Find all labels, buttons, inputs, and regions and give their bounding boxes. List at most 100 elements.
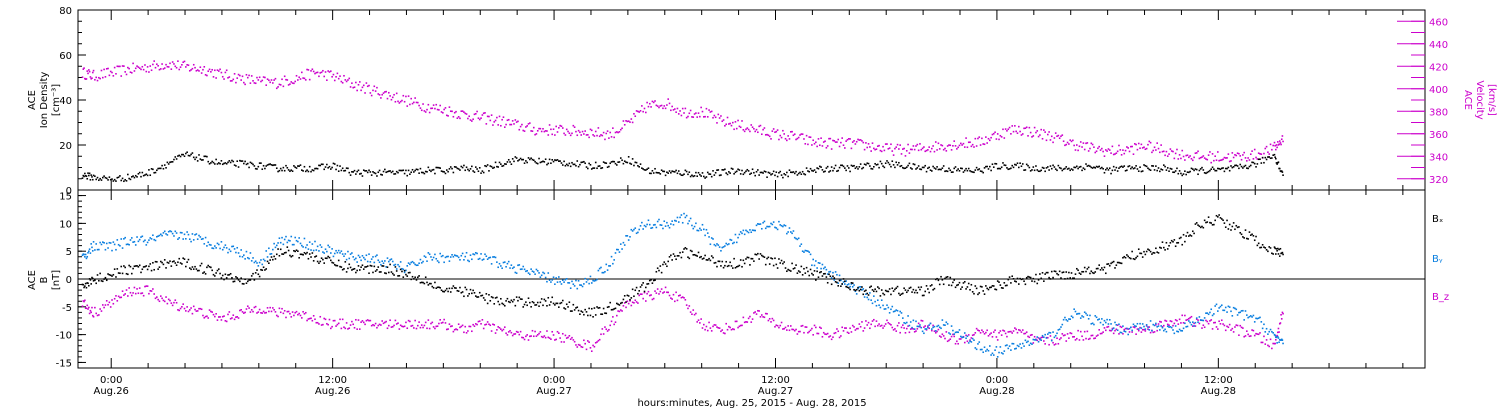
- density-point: [211, 160, 213, 163]
- bx-point: [592, 316, 594, 318]
- bx-point: [361, 264, 364, 267]
- bx-point: [448, 287, 451, 290]
- by-point: [700, 229, 702, 231]
- density-point: [1177, 172, 1180, 175]
- bz-point: [182, 303, 184, 305]
- bx-point: [1174, 245, 1177, 248]
- density-point: [817, 167, 820, 170]
- by-point: [244, 258, 246, 260]
- by-point: [1218, 307, 1220, 309]
- bz-point: [1077, 329, 1079, 332]
- density-point: [347, 167, 349, 170]
- density-point: [401, 169, 403, 172]
- bz-point: [287, 310, 290, 313]
- density-point: [124, 178, 126, 181]
- density-point: [293, 165, 295, 167]
- by-point: [382, 262, 385, 265]
- by-point: [1097, 318, 1099, 321]
- bz-point: [169, 299, 171, 302]
- by-point: [966, 335, 969, 338]
- density-point: [1268, 156, 1271, 158]
- density-point: [1173, 171, 1176, 174]
- velocity-point: [223, 78, 225, 80]
- velocity-point: [1061, 134, 1064, 136]
- velocity-point: [561, 127, 564, 129]
- velocity-point: [804, 142, 807, 145]
- density-point: [1101, 166, 1103, 169]
- velocity-point: [1064, 144, 1066, 147]
- density-point: [668, 170, 671, 172]
- by-point: [411, 260, 414, 263]
- velocity-point: [513, 123, 515, 125]
- density-point: [95, 178, 97, 181]
- density-point: [232, 160, 235, 163]
- by-point: [1094, 315, 1097, 317]
- by-point: [962, 336, 965, 338]
- by-point: [778, 220, 780, 223]
- bz-point: [152, 288, 154, 290]
- velocity-point: [471, 120, 473, 122]
- bx-point: [318, 262, 320, 265]
- bx-point: [671, 259, 673, 261]
- bz-point: [295, 310, 298, 313]
- bz-point: [613, 323, 615, 326]
- bx-point: [88, 278, 91, 280]
- bx-point: [210, 266, 212, 269]
- bx-point: [1024, 283, 1027, 286]
- by-point: [187, 233, 190, 236]
- bx-point: [327, 255, 329, 258]
- density-point: [140, 175, 142, 178]
- density-point: [517, 159, 519, 162]
- by-point: [987, 349, 990, 352]
- bz-point: [992, 331, 995, 333]
- bz-point: [282, 312, 285, 315]
- bz-point: [461, 324, 464, 327]
- density-point: [616, 164, 618, 166]
- density-point: [1091, 167, 1094, 169]
- bx-point: [476, 296, 478, 298]
- bx-point: [382, 265, 385, 267]
- bx-point: [871, 289, 874, 291]
- by-point: [440, 255, 443, 258]
- velocity-point: [837, 138, 840, 141]
- velocity-point: [725, 123, 728, 126]
- density-point: [938, 168, 941, 171]
- density-point: [254, 167, 257, 170]
- bz-point: [308, 317, 311, 320]
- velocity-point: [1181, 149, 1184, 152]
- density-point: [1145, 165, 1148, 168]
- by-point: [1123, 330, 1126, 332]
- bz-point: [634, 299, 637, 302]
- bx-point: [588, 307, 590, 310]
- by-point: [488, 257, 490, 259]
- bz-point: [1058, 338, 1061, 341]
- density-point: [907, 164, 909, 167]
- by-point: [833, 279, 836, 281]
- by-point: [121, 247, 124, 249]
- bx-point: [598, 306, 601, 309]
- bz-point: [438, 322, 440, 325]
- velocity-point: [1151, 151, 1153, 154]
- velocity-point: [1036, 130, 1039, 132]
- bz-point: [336, 323, 339, 326]
- time-tick-hm: 0:00: [543, 375, 565, 386]
- by-point: [779, 224, 782, 226]
- velocity-point: [643, 107, 646, 110]
- bx-point: [522, 306, 525, 308]
- bz-point: [358, 328, 361, 330]
- density-point: [366, 171, 369, 174]
- velocity-point: [327, 70, 329, 72]
- velocity-point: [526, 125, 528, 127]
- velocity-point: [318, 75, 320, 78]
- bz-point: [927, 325, 929, 327]
- bz-point: [1098, 329, 1100, 331]
- bz-point: [568, 334, 571, 337]
- density-point: [91, 176, 93, 178]
- bx-point: [1239, 231, 1242, 234]
- bz-point: [1176, 319, 1178, 322]
- bx-point: [546, 304, 548, 307]
- velocity-point: [166, 65, 169, 68]
- velocity-point: [1043, 129, 1045, 131]
- bx-point: [1131, 250, 1133, 253]
